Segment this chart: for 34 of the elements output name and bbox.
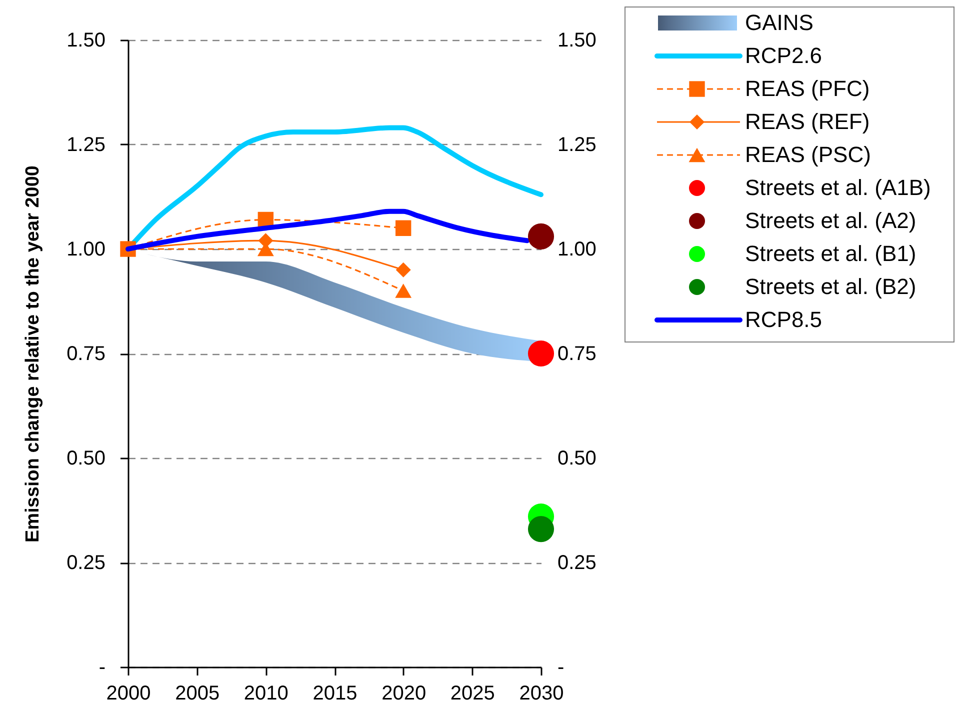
legend-label: Streets et al. (A2) bbox=[745, 208, 916, 233]
legend-label: REAS (PFC) bbox=[745, 76, 870, 101]
y2-tick-label: 0.50 bbox=[558, 448, 596, 470]
x-tick-label: 2030 bbox=[519, 682, 564, 704]
legend-label: GAINS bbox=[745, 10, 814, 35]
y-tick-label: 1.50 bbox=[66, 30, 106, 52]
y-tick-label: 1.25 bbox=[66, 134, 106, 156]
y2-tick-label: 1.25 bbox=[558, 134, 596, 156]
y-tick-label: 1.00 bbox=[66, 238, 106, 260]
y2-tick-label: 0.75 bbox=[558, 343, 596, 365]
legend-label: Streets et al. (A1B) bbox=[745, 175, 931, 200]
x-tick-label: 2010 bbox=[244, 682, 288, 704]
x-tick-label: 2015 bbox=[312, 682, 358, 704]
legend-label: REAS (PSC) bbox=[745, 142, 871, 167]
legend-label: Streets et al. (B1) bbox=[745, 241, 916, 266]
legend-label: Streets et al. (B2) bbox=[745, 274, 916, 299]
y-tick-label: - bbox=[98, 656, 106, 678]
x-tick-label: 2025 bbox=[450, 682, 495, 704]
y2-tick-label: 0.25 bbox=[558, 552, 596, 574]
legend-label: REAS (REF) bbox=[745, 109, 870, 134]
x-tick-label: 2020 bbox=[382, 682, 426, 704]
legend-label: RCP2.6 bbox=[745, 43, 822, 68]
y2-tick-label: 1.00 bbox=[558, 238, 596, 260]
x-tick-label: 2005 bbox=[175, 682, 220, 704]
point bbox=[396, 262, 411, 278]
y-axis-title: Emission change relative to the year 2000 bbox=[22, 165, 44, 543]
point bbox=[395, 220, 412, 236]
x-tick-label: 2000 bbox=[106, 682, 151, 704]
y2-tick-label: 1.50 bbox=[558, 30, 596, 52]
y-tick-label: 0.50 bbox=[66, 448, 106, 470]
legend-label: RCP8.5 bbox=[745, 307, 822, 332]
y2-tick-label: - bbox=[558, 656, 564, 678]
y-tick-label: 0.25 bbox=[66, 552, 106, 574]
y-tick-label: 0.75 bbox=[66, 343, 106, 365]
